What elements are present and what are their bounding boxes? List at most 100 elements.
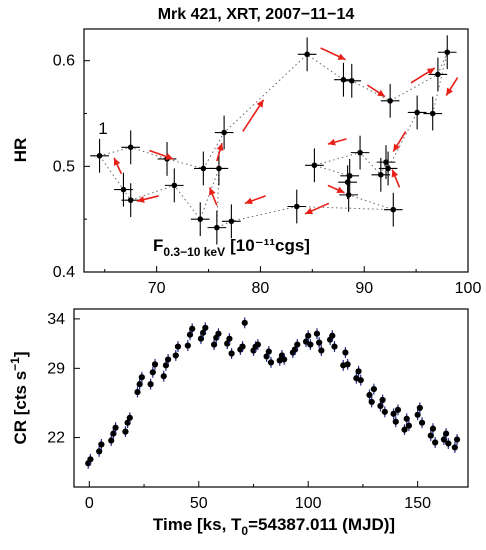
cr-point-53 [316,337,323,349]
arrow-head [327,138,336,146]
hr-point-marker [348,77,355,84]
cr-point-83 [443,428,450,440]
bottom-x-axis-label: Time [ks, T0=54387.011 (MJD)] [153,515,395,538]
cr-point-marker [281,356,288,363]
cr-point-marker [401,426,408,433]
cr-point-marker [366,391,373,399]
hr-point-marker [304,51,310,58]
hr-point-7 [190,202,210,237]
bottom-y-axis-label: CR [cts s−1] [8,351,30,444]
hr-point-2 [114,172,133,207]
flux-units: [10⁻¹¹cgs] [230,236,310,255]
cr-point-marker [377,402,384,410]
cr-point-82 [440,434,448,445]
direction-arrow-10 [391,169,401,188]
cr-point-marker [318,347,325,354]
hr-point-25 [380,83,400,118]
arrow-head [426,68,435,75]
hr-point-24 [378,151,398,186]
cr-point-36 [241,317,248,329]
direction-arrow-16 [113,157,123,175]
cr-point-19 [165,353,172,365]
hr-point-26 [383,192,403,227]
hr-point-13 [287,189,307,224]
cr-point-5 [108,435,115,446]
cr-point-marker [418,419,426,426]
hr-point-marker [171,182,178,189]
cr-point-62 [355,365,362,377]
cr-point-marker [254,341,261,348]
hr-point-11 [214,115,234,150]
hr-point-marker [435,71,441,78]
top-x-tick-label-80: 80 [252,280,270,297]
top-y-tick-label-0.6: 0.6 [53,53,75,70]
trajectory-path [99,52,448,229]
cr-point-51 [307,339,314,351]
hr-point-14 [297,37,317,72]
start-label: 1 [98,119,107,138]
cr-point-marker [302,338,310,345]
cr-point-marker [405,422,412,429]
cr-point-marker [228,350,235,357]
time-label-tail: =54387.011 (MJD)] [248,515,395,534]
hr-point-marker [383,159,389,165]
cr-point-marker [138,374,145,381]
cr-point-71 [392,416,399,428]
cr-point-66 [370,383,377,395]
cr-point-84 [445,438,452,449]
hr-point-29 [428,57,448,92]
cr-point-42 [267,356,275,368]
cr-point-60 [344,358,351,370]
hr-point-marker [127,197,134,203]
hr-point-marker [378,172,384,178]
arrow-head [165,153,174,160]
cr-point-marker [453,436,461,443]
hardness-flux-panel: 70 80 90 100 0.4 0.5 0.6 1 F0.3−10 keV [10⁻¹¹c… [11,28,481,297]
cr-point-marker [440,436,448,443]
hr-point-22 [371,157,391,192]
direction-arrow-6 [410,67,436,84]
cr-superscript: −1 [8,357,22,371]
cr-point-78 [418,417,426,429]
cr-point-11 [134,386,141,398]
arrow-head [336,186,345,194]
cr-point-24 [189,323,196,335]
cr-point-marker [427,432,434,439]
direction-arrow-5 [366,84,386,98]
arrow-head [256,99,264,108]
time-label: Time [ks, T [153,515,242,534]
cr-point-marker [416,404,423,411]
hr-point-marker [387,98,393,104]
top-y-ticks: 0.4 0.5 0.6 [53,53,90,281]
arrow-head [305,207,314,215]
cr-point-marker [392,418,399,425]
bottom-y-ticks: 22 29 34 [47,311,80,447]
cr-point-49 [302,336,310,348]
cr-point-marker [316,339,323,346]
hr-point-23 [376,145,396,180]
hr-point-marker [345,192,352,198]
arrow-head [393,143,401,152]
hr-point-marker [311,162,318,169]
cr-point-64 [366,389,373,401]
cr-point-marker [210,341,218,348]
hr-point-30 [437,35,457,70]
cr-point-marker [429,425,437,432]
cr-point-marker [151,361,159,368]
cr-point-21 [174,341,182,353]
hr-point-3 [121,130,141,165]
cr-point-marker [174,343,182,350]
cr-point-marker [342,349,349,356]
cr-point-marker [291,346,299,353]
cr-point-27 [202,322,209,334]
cr-point-marker [451,444,458,451]
cr-point-marker [263,353,270,360]
hr-point-27 [407,95,427,130]
hr-point-15 [305,148,324,183]
cr-point-marker [379,396,386,404]
cr-point-marker [226,335,233,342]
direction-arrow-2 [216,142,224,162]
cr-point-3 [96,445,103,457]
